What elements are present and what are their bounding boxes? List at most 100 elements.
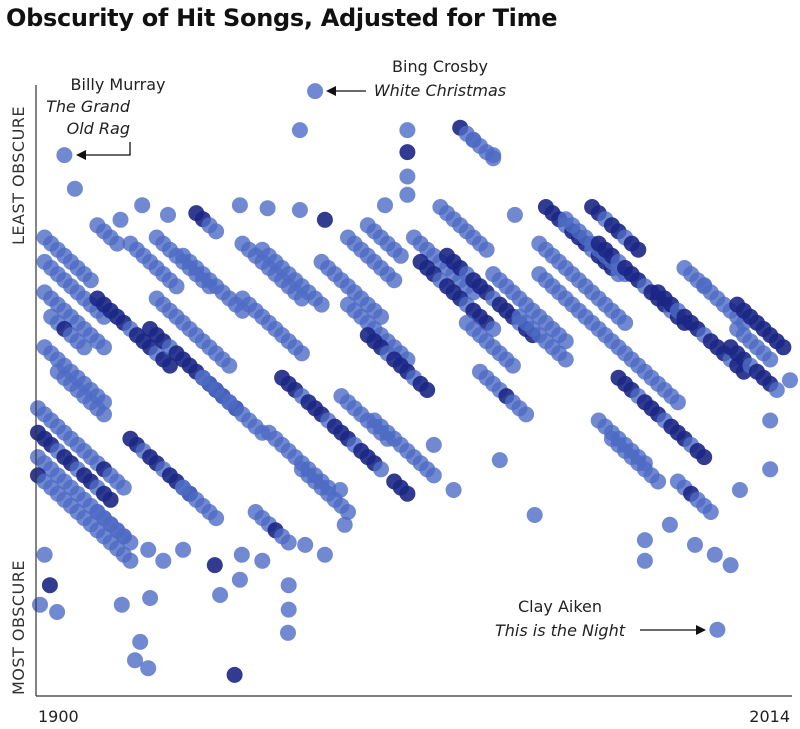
- arrowhead-icon: [76, 150, 86, 160]
- data-point: [36, 546, 53, 563]
- data-point: [82, 272, 99, 289]
- data-point: [307, 83, 324, 100]
- data-point: [280, 624, 296, 641]
- data-point: [127, 652, 143, 669]
- data-point: [425, 436, 442, 453]
- data-point: [661, 516, 678, 533]
- data-point: [425, 467, 442, 484]
- data-point: [297, 536, 314, 553]
- x-tick-label-end: 2014: [749, 707, 790, 726]
- data-point: [280, 534, 297, 551]
- data-point: [762, 412, 779, 429]
- data-point: [113, 596, 130, 613]
- data-point: [702, 504, 719, 520]
- y-label-bottom: MOST OBSCURE: [9, 560, 28, 695]
- data-point: [696, 277, 713, 294]
- data-point: [687, 536, 703, 553]
- annotation-song: White Christmas: [374, 81, 506, 100]
- data-point: [526, 507, 543, 523]
- data-point: [617, 314, 634, 331]
- data-point: [140, 541, 157, 558]
- data-point: [465, 131, 482, 148]
- data-point: [76, 339, 93, 356]
- data-point: [504, 357, 521, 374]
- data-point: [762, 461, 779, 478]
- data-point: [316, 211, 333, 228]
- data-point: [557, 351, 574, 368]
- data-point: [491, 452, 508, 469]
- data-point: [650, 473, 667, 490]
- data-point: [392, 247, 409, 264]
- data-point: [399, 122, 416, 139]
- data-point: [630, 241, 647, 258]
- data-point: [96, 339, 112, 356]
- data-point: [122, 552, 139, 569]
- data-point: [782, 372, 798, 389]
- data-point: [208, 223, 225, 240]
- data-point: [313, 296, 330, 313]
- data-point: [506, 206, 523, 223]
- data-point: [66, 180, 83, 197]
- data-point: [112, 211, 129, 228]
- data-point: [485, 147, 502, 164]
- data-point: [386, 272, 403, 289]
- data-point: [340, 504, 356, 520]
- data-point: [445, 482, 462, 498]
- data-point: [419, 382, 436, 398]
- data-point: [132, 633, 149, 650]
- data-point: [762, 351, 779, 368]
- data-point: [775, 339, 792, 356]
- points-layer: [30, 83, 798, 683]
- data-point: [709, 621, 726, 638]
- data-point: [231, 571, 248, 588]
- data-point: [96, 406, 112, 423]
- data-point: [32, 596, 48, 613]
- data-point: [115, 479, 132, 496]
- arrowhead-icon: [326, 86, 336, 96]
- y-label-top: LEAST OBSCURE: [9, 106, 28, 245]
- data-point: [254, 552, 271, 569]
- data-point: [485, 321, 502, 337]
- annotation-song: This is the Night: [495, 621, 626, 640]
- chart-title: Obscurity of Hit Songs, Adjusted for Tim…: [6, 4, 558, 32]
- data-point: [636, 532, 653, 549]
- x-tick-label-start: 1900: [38, 707, 79, 726]
- data-point: [399, 186, 416, 203]
- data-point: [399, 485, 416, 502]
- data-point: [102, 491, 119, 508]
- data-point: [399, 168, 416, 185]
- data-point: [696, 449, 713, 466]
- data-point: [722, 557, 739, 574]
- data-point: [168, 278, 185, 295]
- data-point: [291, 122, 308, 139]
- data-point: [332, 482, 349, 498]
- data-point: [377, 197, 393, 214]
- data-point: [280, 601, 297, 618]
- annotation-artist: Bing Crosby: [392, 57, 488, 76]
- data-point: [336, 516, 353, 533]
- data-point: [134, 197, 151, 214]
- data-point: [478, 241, 495, 258]
- data-point: [109, 235, 126, 252]
- data-point: [557, 333, 574, 350]
- data-point: [155, 552, 172, 569]
- data-point: [142, 590, 159, 606]
- data-point: [293, 345, 310, 362]
- data-point: [259, 200, 276, 217]
- data-point: [373, 308, 389, 325]
- data-point: [233, 546, 250, 563]
- data-point: [160, 206, 176, 223]
- data-point: [291, 202, 308, 218]
- arrowhead-icon: [696, 625, 706, 635]
- data-point: [49, 604, 66, 620]
- data-point: [316, 546, 333, 563]
- annotation-artist: Clay Aiken: [518, 597, 602, 616]
- data-point: [208, 510, 225, 527]
- data-point: [669, 394, 686, 411]
- data-point: [731, 482, 748, 498]
- data-point: [212, 587, 229, 603]
- data-point: [399, 144, 416, 161]
- annotation-artist: Billy Murray: [71, 75, 166, 94]
- data-point: [768, 382, 785, 398]
- data-point: [56, 147, 73, 164]
